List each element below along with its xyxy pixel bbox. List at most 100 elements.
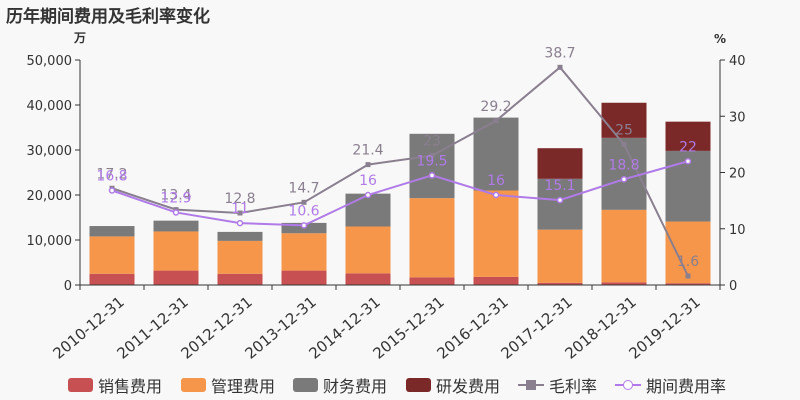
bar-xs [601, 282, 647, 285]
legend-item-xs[interactable]: 销售费用 [68, 373, 162, 397]
legend-label: 毛利率 [549, 377, 598, 396]
bar-cw [217, 231, 263, 241]
data-label-gm: 29.2 [480, 99, 511, 115]
bar-xs [473, 276, 519, 285]
point-er [556, 196, 564, 204]
bar-gl [665, 221, 711, 284]
left-tick-label: 20,000 [27, 189, 73, 204]
point-er [300, 222, 308, 229]
data-label-er: 15.1 [544, 178, 575, 194]
bar-gl [345, 226, 391, 274]
legend-marker [623, 380, 633, 390]
bar-yf [537, 148, 583, 179]
chart-legend: 销售费用 管理费用 财务费用 研发费用 毛利率 期间费用率 [0, 373, 800, 397]
bar-cw [89, 226, 135, 237]
data-label-gm: 14.7 [288, 180, 319, 196]
bar-gl [473, 190, 519, 277]
left-tick-label: 30,000 [27, 144, 73, 159]
line-er [111, 160, 689, 227]
bar-cw [153, 220, 199, 232]
bar-gl [153, 231, 199, 271]
data-label-gm: 13.4 [160, 188, 191, 204]
legend-label: 期间费用率 [646, 377, 727, 396]
legend-item-yf[interactable]: 研发费用 [406, 373, 500, 397]
data-label-gm: 25 [615, 122, 633, 138]
point-gm [621, 141, 627, 147]
data-label-er: 16.8 [96, 169, 127, 185]
legend-item-cw[interactable]: 财务费用 [293, 373, 387, 397]
left-tick-label: 50,000 [27, 54, 73, 69]
legend-swatch-gm [518, 378, 544, 392]
point-er [172, 209, 180, 216]
bar-xs [345, 273, 391, 285]
left-axis-unit: 万 [73, 31, 86, 45]
bar-yf [665, 121, 711, 151]
data-label-gm: 12.8 [224, 191, 255, 207]
bar-xs [665, 283, 711, 285]
bar-gl [281, 233, 327, 271]
data-label-gm: 38.7 [544, 45, 575, 61]
bar-gl [217, 240, 263, 274]
point-er [364, 191, 372, 199]
legend-item-er[interactable]: 期间费用率 [615, 373, 726, 397]
bar-yf [601, 102, 647, 138]
bar-cw [409, 133, 455, 199]
point-er [620, 176, 628, 183]
bar-gl [601, 209, 647, 283]
right-tick-label: 0 [729, 279, 737, 294]
legend-label: 管理费用 [211, 377, 276, 396]
legend-swatch-er [615, 378, 641, 392]
legend-label: 财务费用 [323, 377, 388, 396]
left-tick-label: 40,000 [27, 99, 73, 114]
bar-gl [89, 236, 135, 274]
point-er [236, 219, 244, 227]
point-gm [429, 153, 435, 159]
data-label-gm: 23 [423, 134, 441, 150]
data-label-er: 16 [487, 173, 505, 189]
bar-gl [409, 198, 455, 278]
point-gm [685, 273, 691, 279]
data-label-er: 10.6 [288, 203, 319, 219]
data-label-er: 11 [231, 201, 249, 217]
legend-swatch-xs [68, 378, 93, 392]
x-tick-label: 2019-12-31 [625, 293, 703, 363]
legend-marker [526, 380, 536, 390]
point-er [492, 191, 500, 199]
data-label-er: 22 [679, 139, 697, 155]
legend-swatch-yf [406, 378, 431, 392]
data-label-er: 16 [359, 173, 377, 189]
data-label-er: 12.9 [160, 190, 191, 206]
data-label-gm: 21.4 [352, 143, 383, 159]
point-er [108, 187, 116, 194]
bar-xs [281, 270, 327, 285]
legend-label: 销售费用 [98, 377, 163, 396]
left-tick-label: 0 [64, 279, 72, 294]
data-label-er: 19.5 [416, 153, 447, 169]
legend-label: 研发费用 [436, 377, 501, 396]
data-label-gm: 1.6 [677, 254, 699, 270]
bar-xs [409, 277, 455, 285]
right-tick-label: 30 [729, 110, 746, 125]
legend-item-gl[interactable]: 管理费用 [181, 373, 275, 397]
point-gm [557, 64, 563, 70]
point-er [684, 158, 692, 165]
right-tick-label: 40 [729, 54, 746, 69]
legend-item-gm[interactable]: 毛利率 [518, 373, 597, 397]
left-tick-label: 10,000 [27, 234, 73, 249]
line-gm [111, 65, 689, 277]
data-label-gm: 17.2 [96, 166, 127, 182]
data-label-er: 18.8 [608, 157, 639, 173]
point-er [428, 172, 436, 179]
bar-cw [345, 193, 391, 227]
bar-xs [153, 270, 199, 285]
point-gm [301, 199, 307, 205]
point-gm [365, 162, 371, 168]
right-tick-label: 20 [729, 167, 746, 182]
right-tick-label: 10 [729, 223, 746, 238]
bar-xs [537, 282, 583, 285]
point-gm [237, 210, 243, 216]
bar-xs [217, 273, 263, 285]
chart-canvas: 万 % 17.2 13.4 12.8 14.7 21.4 23 29.2 38.7 25 1.6 1… [27, 31, 746, 363]
bar-xs [89, 273, 135, 285]
bar-cw [537, 178, 583, 230]
